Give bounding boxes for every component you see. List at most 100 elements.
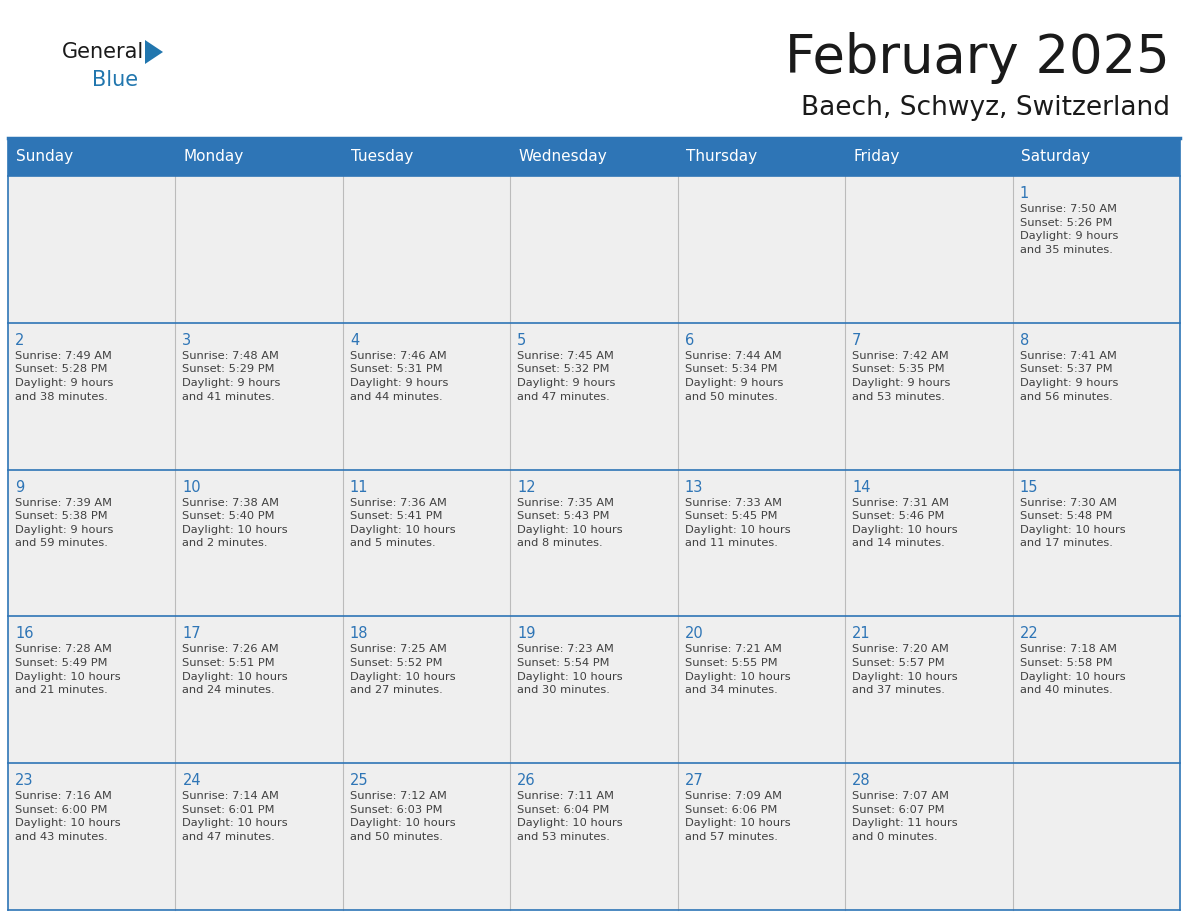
- Text: Sunrise: 7:07 AM
Sunset: 6:07 PM
Daylight: 11 hours
and 0 minutes.: Sunrise: 7:07 AM Sunset: 6:07 PM Dayligh…: [852, 791, 958, 842]
- Text: 12: 12: [517, 479, 536, 495]
- Text: Sunrise: 7:28 AM
Sunset: 5:49 PM
Daylight: 10 hours
and 21 minutes.: Sunrise: 7:28 AM Sunset: 5:49 PM Dayligh…: [15, 644, 121, 695]
- FancyBboxPatch shape: [8, 763, 176, 910]
- Text: 19: 19: [517, 626, 536, 642]
- Text: 28: 28: [852, 773, 871, 789]
- FancyBboxPatch shape: [1012, 616, 1180, 763]
- Text: 23: 23: [15, 773, 33, 789]
- Text: Sunrise: 7:30 AM
Sunset: 5:48 PM
Daylight: 10 hours
and 17 minutes.: Sunrise: 7:30 AM Sunset: 5:48 PM Dayligh…: [1019, 498, 1125, 548]
- FancyBboxPatch shape: [845, 763, 1012, 910]
- Text: 22: 22: [1019, 626, 1038, 642]
- Text: Sunrise: 7:09 AM
Sunset: 6:06 PM
Daylight: 10 hours
and 57 minutes.: Sunrise: 7:09 AM Sunset: 6:06 PM Dayligh…: [684, 791, 790, 842]
- FancyBboxPatch shape: [677, 176, 845, 323]
- Text: 14: 14: [852, 479, 871, 495]
- FancyBboxPatch shape: [845, 323, 1012, 470]
- FancyBboxPatch shape: [511, 616, 677, 763]
- Text: Sunrise: 7:44 AM
Sunset: 5:34 PM
Daylight: 9 hours
and 50 minutes.: Sunrise: 7:44 AM Sunset: 5:34 PM Dayligh…: [684, 351, 783, 401]
- FancyBboxPatch shape: [677, 323, 845, 470]
- FancyBboxPatch shape: [176, 616, 343, 763]
- Text: Sunrise: 7:23 AM
Sunset: 5:54 PM
Daylight: 10 hours
and 30 minutes.: Sunrise: 7:23 AM Sunset: 5:54 PM Dayligh…: [517, 644, 623, 695]
- Text: Thursday: Thursday: [685, 150, 757, 164]
- Text: Sunrise: 7:25 AM
Sunset: 5:52 PM
Daylight: 10 hours
and 27 minutes.: Sunrise: 7:25 AM Sunset: 5:52 PM Dayligh…: [349, 644, 455, 695]
- FancyBboxPatch shape: [677, 470, 845, 616]
- Text: 24: 24: [183, 773, 201, 789]
- FancyBboxPatch shape: [845, 616, 1012, 763]
- Text: 25: 25: [349, 773, 368, 789]
- FancyBboxPatch shape: [8, 323, 176, 470]
- FancyBboxPatch shape: [343, 616, 511, 763]
- Text: Sunrise: 7:16 AM
Sunset: 6:00 PM
Daylight: 10 hours
and 43 minutes.: Sunrise: 7:16 AM Sunset: 6:00 PM Dayligh…: [15, 791, 121, 842]
- Text: Tuesday: Tuesday: [350, 150, 413, 164]
- Text: Monday: Monday: [183, 150, 244, 164]
- Text: 15: 15: [1019, 479, 1038, 495]
- Text: 3: 3: [183, 333, 191, 348]
- Text: 7: 7: [852, 333, 861, 348]
- Text: Sunrise: 7:48 AM
Sunset: 5:29 PM
Daylight: 9 hours
and 41 minutes.: Sunrise: 7:48 AM Sunset: 5:29 PM Dayligh…: [183, 351, 280, 401]
- FancyBboxPatch shape: [176, 470, 343, 616]
- Text: 9: 9: [15, 479, 24, 495]
- Text: General: General: [62, 42, 144, 62]
- FancyBboxPatch shape: [1012, 323, 1180, 470]
- FancyBboxPatch shape: [1012, 763, 1180, 910]
- Text: 2: 2: [15, 333, 25, 348]
- FancyBboxPatch shape: [845, 176, 1012, 323]
- Text: 18: 18: [349, 626, 368, 642]
- FancyBboxPatch shape: [677, 763, 845, 910]
- Text: Sunrise: 7:11 AM
Sunset: 6:04 PM
Daylight: 10 hours
and 53 minutes.: Sunrise: 7:11 AM Sunset: 6:04 PM Dayligh…: [517, 791, 623, 842]
- Text: Sunrise: 7:18 AM
Sunset: 5:58 PM
Daylight: 10 hours
and 40 minutes.: Sunrise: 7:18 AM Sunset: 5:58 PM Dayligh…: [1019, 644, 1125, 695]
- Text: Sunrise: 7:50 AM
Sunset: 5:26 PM
Daylight: 9 hours
and 35 minutes.: Sunrise: 7:50 AM Sunset: 5:26 PM Dayligh…: [1019, 204, 1118, 255]
- Text: Sunrise: 7:49 AM
Sunset: 5:28 PM
Daylight: 9 hours
and 38 minutes.: Sunrise: 7:49 AM Sunset: 5:28 PM Dayligh…: [15, 351, 113, 401]
- Text: 20: 20: [684, 626, 703, 642]
- FancyBboxPatch shape: [511, 763, 677, 910]
- Text: Sunday: Sunday: [15, 150, 74, 164]
- Text: 27: 27: [684, 773, 703, 789]
- Text: Friday: Friday: [853, 150, 899, 164]
- Text: 10: 10: [183, 479, 201, 495]
- Text: Wednesday: Wednesday: [518, 150, 607, 164]
- Text: Sunrise: 7:35 AM
Sunset: 5:43 PM
Daylight: 10 hours
and 8 minutes.: Sunrise: 7:35 AM Sunset: 5:43 PM Dayligh…: [517, 498, 623, 548]
- FancyBboxPatch shape: [8, 470, 176, 616]
- FancyBboxPatch shape: [1012, 176, 1180, 323]
- FancyBboxPatch shape: [511, 176, 677, 323]
- Text: February 2025: February 2025: [785, 32, 1170, 84]
- Polygon shape: [145, 40, 163, 64]
- FancyBboxPatch shape: [8, 138, 1180, 176]
- Text: Blue: Blue: [91, 70, 138, 90]
- FancyBboxPatch shape: [845, 470, 1012, 616]
- FancyBboxPatch shape: [343, 323, 511, 470]
- FancyBboxPatch shape: [8, 616, 176, 763]
- Text: Baech, Schwyz, Switzerland: Baech, Schwyz, Switzerland: [801, 95, 1170, 121]
- FancyBboxPatch shape: [176, 763, 343, 910]
- FancyBboxPatch shape: [511, 470, 677, 616]
- FancyBboxPatch shape: [176, 323, 343, 470]
- Text: Sunrise: 7:20 AM
Sunset: 5:57 PM
Daylight: 10 hours
and 37 minutes.: Sunrise: 7:20 AM Sunset: 5:57 PM Dayligh…: [852, 644, 958, 695]
- FancyBboxPatch shape: [677, 616, 845, 763]
- Text: Sunrise: 7:42 AM
Sunset: 5:35 PM
Daylight: 9 hours
and 53 minutes.: Sunrise: 7:42 AM Sunset: 5:35 PM Dayligh…: [852, 351, 950, 401]
- Text: 6: 6: [684, 333, 694, 348]
- Text: Sunrise: 7:36 AM
Sunset: 5:41 PM
Daylight: 10 hours
and 5 minutes.: Sunrise: 7:36 AM Sunset: 5:41 PM Dayligh…: [349, 498, 455, 548]
- Text: Sunrise: 7:31 AM
Sunset: 5:46 PM
Daylight: 10 hours
and 14 minutes.: Sunrise: 7:31 AM Sunset: 5:46 PM Dayligh…: [852, 498, 958, 548]
- FancyBboxPatch shape: [343, 470, 511, 616]
- Text: Sunrise: 7:39 AM
Sunset: 5:38 PM
Daylight: 9 hours
and 59 minutes.: Sunrise: 7:39 AM Sunset: 5:38 PM Dayligh…: [15, 498, 113, 548]
- Text: 1: 1: [1019, 186, 1029, 201]
- Text: Sunrise: 7:12 AM
Sunset: 6:03 PM
Daylight: 10 hours
and 50 minutes.: Sunrise: 7:12 AM Sunset: 6:03 PM Dayligh…: [349, 791, 455, 842]
- Text: Saturday: Saturday: [1020, 150, 1089, 164]
- Text: Sunrise: 7:46 AM
Sunset: 5:31 PM
Daylight: 9 hours
and 44 minutes.: Sunrise: 7:46 AM Sunset: 5:31 PM Dayligh…: [349, 351, 448, 401]
- Text: 4: 4: [349, 333, 359, 348]
- Text: 16: 16: [15, 626, 33, 642]
- Text: Sunrise: 7:21 AM
Sunset: 5:55 PM
Daylight: 10 hours
and 34 minutes.: Sunrise: 7:21 AM Sunset: 5:55 PM Dayligh…: [684, 644, 790, 695]
- Text: Sunrise: 7:26 AM
Sunset: 5:51 PM
Daylight: 10 hours
and 24 minutes.: Sunrise: 7:26 AM Sunset: 5:51 PM Dayligh…: [183, 644, 287, 695]
- FancyBboxPatch shape: [343, 763, 511, 910]
- Text: 26: 26: [517, 773, 536, 789]
- Text: Sunrise: 7:33 AM
Sunset: 5:45 PM
Daylight: 10 hours
and 11 minutes.: Sunrise: 7:33 AM Sunset: 5:45 PM Dayligh…: [684, 498, 790, 548]
- FancyBboxPatch shape: [1012, 470, 1180, 616]
- Text: 13: 13: [684, 479, 703, 495]
- Text: Sunrise: 7:14 AM
Sunset: 6:01 PM
Daylight: 10 hours
and 47 minutes.: Sunrise: 7:14 AM Sunset: 6:01 PM Dayligh…: [183, 791, 287, 842]
- Text: Sunrise: 7:41 AM
Sunset: 5:37 PM
Daylight: 9 hours
and 56 minutes.: Sunrise: 7:41 AM Sunset: 5:37 PM Dayligh…: [1019, 351, 1118, 401]
- FancyBboxPatch shape: [176, 176, 343, 323]
- Text: Sunrise: 7:38 AM
Sunset: 5:40 PM
Daylight: 10 hours
and 2 minutes.: Sunrise: 7:38 AM Sunset: 5:40 PM Dayligh…: [183, 498, 287, 548]
- Text: 21: 21: [852, 626, 871, 642]
- Text: 5: 5: [517, 333, 526, 348]
- FancyBboxPatch shape: [8, 176, 176, 323]
- Text: 11: 11: [349, 479, 368, 495]
- Text: 17: 17: [183, 626, 201, 642]
